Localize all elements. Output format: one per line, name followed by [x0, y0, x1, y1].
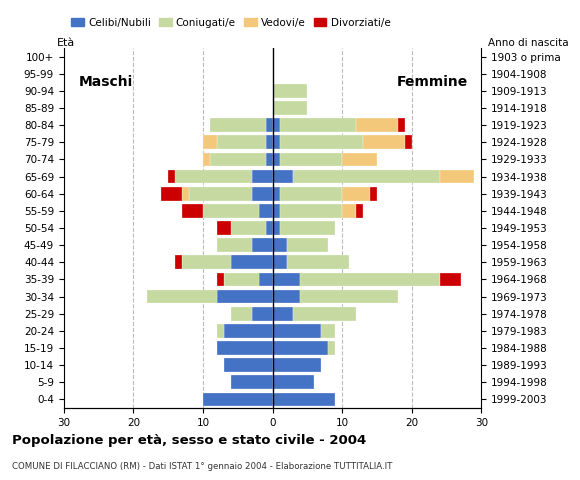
Text: COMUNE DI FILACCIANO (RM) - Dati ISTAT 1° gennaio 2004 - Elaborazione TUTTITALIA: COMUNE DI FILACCIANO (RM) - Dati ISTAT 1… [12, 462, 392, 471]
Bar [182, 204, 203, 218]
Bar [203, 204, 259, 218]
Bar [168, 170, 175, 183]
Bar [252, 187, 273, 201]
Text: Femmine: Femmine [397, 75, 468, 89]
Bar [217, 238, 252, 252]
Text: Anno di nascita: Anno di nascita [488, 38, 569, 48]
Bar [217, 324, 224, 338]
Bar [175, 255, 182, 269]
Bar [356, 118, 398, 132]
Bar [266, 153, 273, 166]
Bar [321, 324, 335, 338]
Bar [300, 290, 398, 303]
Bar [182, 187, 189, 201]
Bar [300, 273, 440, 286]
Bar [217, 273, 224, 286]
Bar [231, 255, 273, 269]
Bar [405, 135, 412, 149]
Bar [203, 393, 273, 406]
Bar [217, 135, 266, 149]
Text: Popolazione per età, sesso e stato civile - 2004: Popolazione per età, sesso e stato civil… [12, 434, 366, 447]
Bar [266, 118, 273, 132]
Bar [224, 324, 273, 338]
Bar [280, 153, 342, 166]
Bar [293, 170, 440, 183]
Bar [370, 187, 377, 201]
Bar [280, 221, 335, 235]
Bar [175, 170, 252, 183]
Bar [293, 307, 356, 321]
Bar [273, 221, 280, 235]
Bar [224, 273, 259, 286]
Bar [231, 221, 266, 235]
Bar [203, 135, 217, 149]
Bar [280, 135, 363, 149]
Bar [231, 307, 252, 321]
Bar [356, 204, 363, 218]
Bar [266, 221, 273, 235]
Bar [273, 170, 293, 183]
Bar [342, 187, 370, 201]
Bar [273, 255, 287, 269]
Bar [273, 101, 307, 115]
Bar [363, 135, 405, 149]
Bar [224, 358, 273, 372]
Text: Maschi: Maschi [78, 75, 133, 89]
Bar [182, 255, 231, 269]
Bar [273, 393, 335, 406]
Bar [280, 118, 356, 132]
Bar [273, 153, 280, 166]
Bar [280, 204, 342, 218]
Bar [273, 358, 321, 372]
Bar [252, 170, 273, 183]
Bar [252, 307, 273, 321]
Bar [287, 255, 349, 269]
Bar [210, 118, 266, 132]
Bar [273, 375, 314, 389]
Bar [252, 238, 273, 252]
Bar [203, 153, 210, 166]
Bar [342, 153, 377, 166]
Bar [440, 170, 474, 183]
Bar [161, 187, 182, 201]
Bar [273, 341, 328, 355]
Bar [273, 187, 280, 201]
Bar [440, 273, 461, 286]
Bar [259, 204, 273, 218]
Bar [273, 238, 287, 252]
Bar [147, 290, 217, 303]
Legend: Celibi/Nubili, Coniugati/e, Vedovi/e, Divorziati/e: Celibi/Nubili, Coniugati/e, Vedovi/e, Di… [67, 13, 394, 32]
Bar [266, 135, 273, 149]
Bar [273, 290, 300, 303]
Bar [259, 273, 273, 286]
Bar [273, 273, 300, 286]
Bar [217, 341, 273, 355]
Bar [273, 307, 293, 321]
Bar [273, 204, 280, 218]
Bar [210, 153, 266, 166]
Bar [231, 375, 273, 389]
Bar [342, 204, 356, 218]
Bar [189, 187, 252, 201]
Bar [273, 324, 321, 338]
Bar [280, 187, 342, 201]
Bar [273, 84, 307, 98]
Bar [398, 118, 405, 132]
Bar [217, 290, 273, 303]
Bar [328, 341, 335, 355]
Bar [273, 118, 280, 132]
Bar [217, 221, 231, 235]
Bar [273, 135, 280, 149]
Text: Età: Età [57, 38, 75, 48]
Bar [287, 238, 328, 252]
